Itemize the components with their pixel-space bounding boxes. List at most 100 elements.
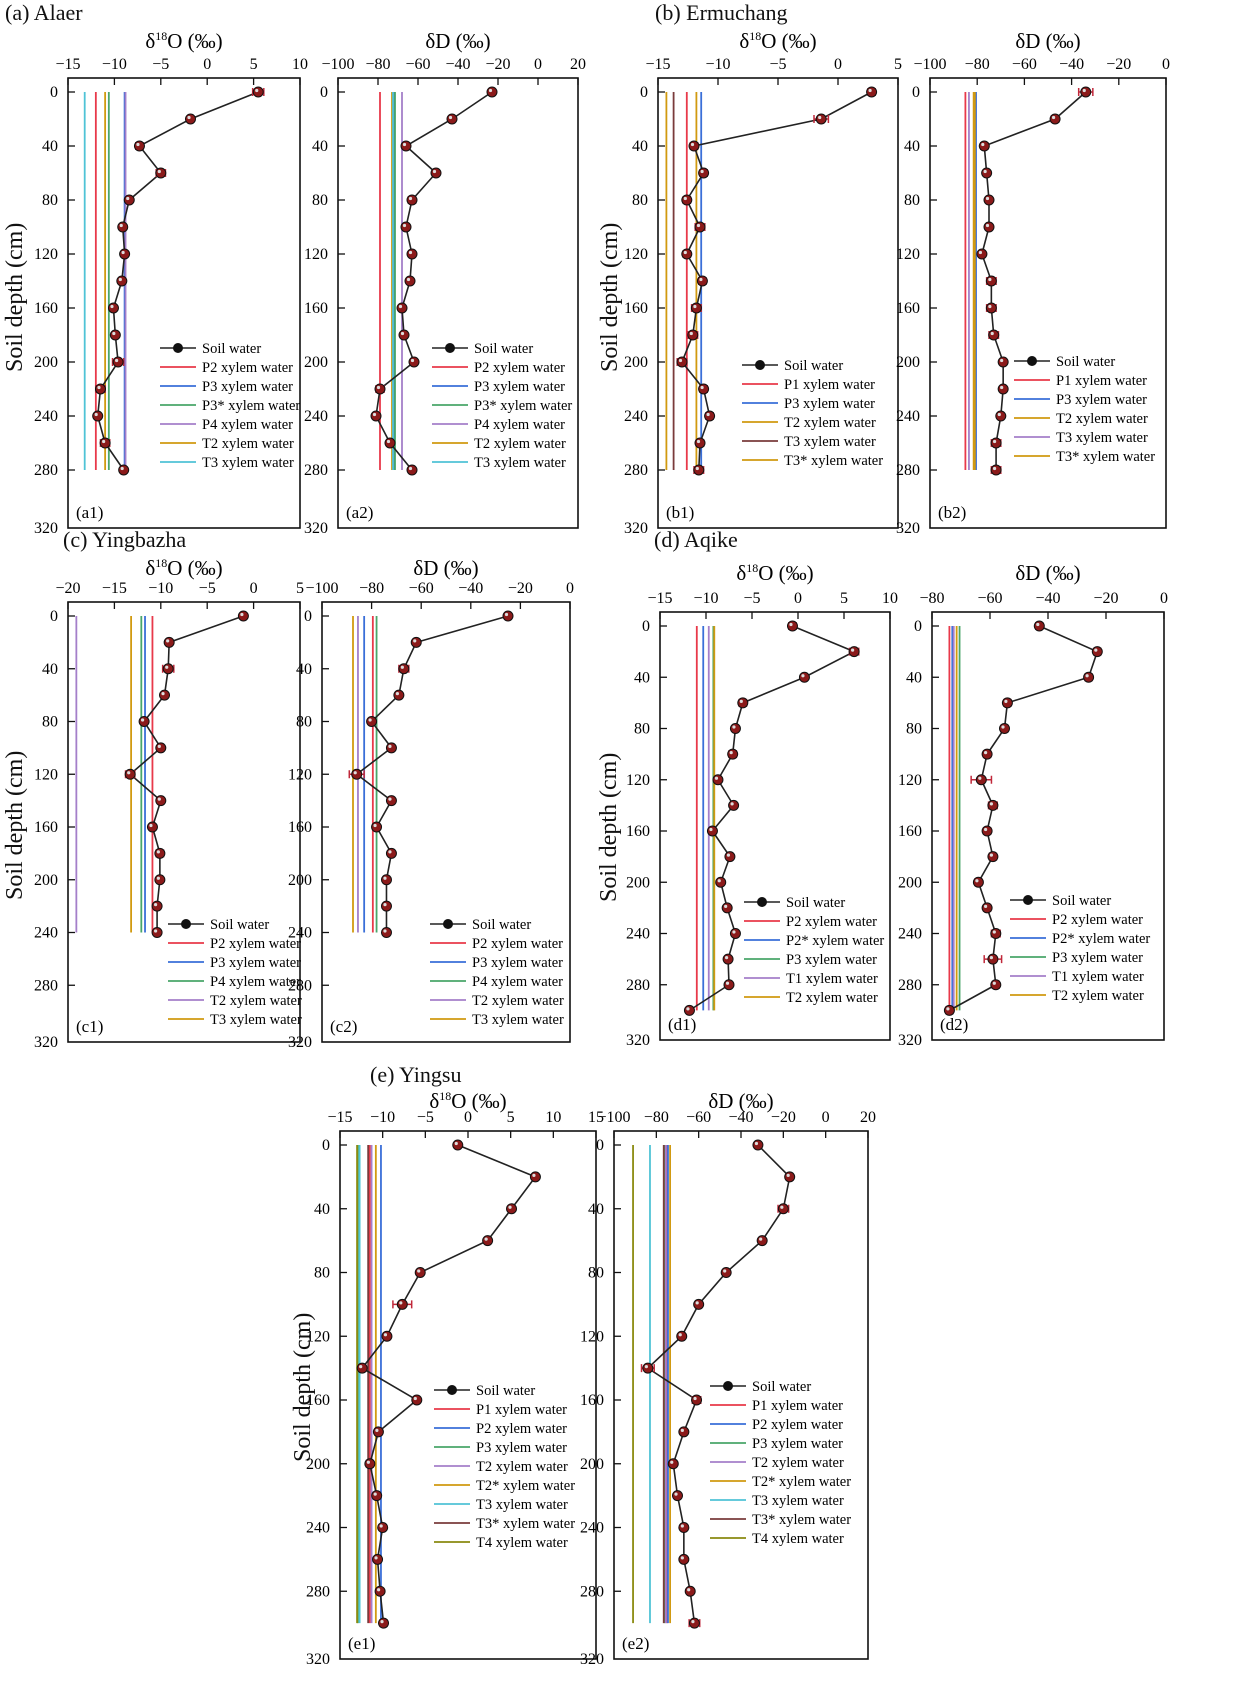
y-tick-label: 240	[896, 408, 920, 425]
marker-highlight	[488, 88, 493, 93]
soil-water-point	[990, 928, 1002, 939]
soil-water-point	[698, 383, 710, 395]
soil-water-point	[983, 221, 995, 233]
y-tick-label: 320	[626, 1032, 650, 1049]
marker-highlight	[110, 304, 114, 309]
legend-label: P3* xylem water	[202, 398, 300, 414]
y-tick-label: 280	[898, 977, 922, 994]
soil-water-point	[406, 248, 418, 260]
soil-water-point	[119, 248, 131, 260]
soil-water-point	[377, 1522, 389, 1533]
soil-water-point	[693, 464, 705, 476]
soil-water-point	[681, 194, 693, 206]
site-title-a: (a) Alaer	[5, 0, 83, 25]
soil-water-point	[694, 221, 706, 233]
marker-highlight	[759, 1237, 763, 1241]
y-tick-label: 0	[642, 618, 650, 635]
legend-label: T3 xylem water	[474, 455, 566, 471]
x-tick-label: −20	[1093, 590, 1118, 607]
legend: Soil water P2 xylem water P3 xylem water P4…	[430, 917, 564, 1028]
y-tick-label: 200	[306, 1456, 330, 1473]
legend-label: T4 xylem water	[476, 1535, 568, 1551]
soil-water-point	[848, 646, 860, 658]
x-tick-label: −10	[693, 590, 718, 607]
legend-label: P4 xylem water	[472, 974, 563, 990]
marker-highlight	[388, 850, 392, 854]
panel-e2: δD (‰)−100 −80 −60 −40 −20 0 20040801201602002…	[580, 1089, 876, 1668]
soil-water-point	[729, 928, 741, 939]
marker-highlight	[532, 1173, 536, 1177]
y-tick-label: 120	[34, 766, 58, 783]
legend-label: Soil water	[202, 341, 261, 357]
soil-water-point	[676, 356, 688, 368]
marker-highlight	[695, 466, 699, 471]
axis-title: δ18O (‰)	[736, 561, 813, 585]
marker-highlight	[680, 1524, 684, 1528]
x-tick-label: −100	[305, 580, 338, 597]
legend-label: P4 xylem water	[202, 417, 293, 433]
panel-label: (b2)	[938, 503, 966, 522]
y-tick-label: 160	[34, 300, 58, 317]
panel-label: (c2)	[330, 1017, 357, 1036]
soil-water-point	[374, 1585, 386, 1597]
x-tick-label: 0	[1162, 56, 1170, 73]
soil-water-point	[406, 194, 418, 206]
y-tick-label: 0	[912, 84, 920, 101]
legend-marker	[181, 919, 191, 929]
soil-water-point	[786, 620, 798, 632]
y-tick-label: 200	[624, 354, 648, 371]
soil-water-point	[385, 847, 397, 859]
soil-water-point	[92, 410, 104, 422]
x-tick-label: −5	[743, 590, 760, 607]
marker-highlight	[157, 744, 161, 748]
y-tick-label: 160	[34, 819, 58, 836]
legend-label: Soil water	[752, 1379, 811, 1395]
marker-highlight	[153, 903, 158, 907]
soil-water-point	[237, 610, 249, 622]
soil-water-line	[689, 625, 857, 1012]
marker-highlight	[375, 1428, 379, 1432]
marker-highlight	[386, 439, 391, 444]
legend-marker	[755, 360, 765, 370]
x-tick-label: −40	[1035, 590, 1060, 607]
marker-highlight	[695, 1301, 699, 1305]
marker-highlight	[400, 331, 405, 336]
soil-water-point	[720, 1267, 732, 1278]
soil-water-point	[404, 275, 416, 287]
marker-highlight	[120, 466, 124, 471]
marker-highlight	[140, 718, 145, 722]
legend-label: Soil water	[472, 917, 531, 933]
soil-water-point	[410, 636, 422, 648]
x-tick-label: 0	[1160, 590, 1168, 607]
marker-highlight	[127, 771, 131, 775]
marker-highlight	[149, 823, 153, 828]
marker-highlight	[786, 1173, 790, 1177]
soil-water-point	[372, 1426, 384, 1438]
panel-label: (a1)	[76, 503, 103, 522]
y-tick-label: 320	[896, 520, 920, 537]
y-tick-label: 120	[580, 1328, 604, 1345]
legend-label: T2 xylem water	[1052, 988, 1144, 1004]
y-tick-label: 80	[634, 721, 650, 738]
y-tick-label: 240	[288, 925, 312, 942]
marker-highlight	[780, 1205, 784, 1209]
marker-highlight	[724, 956, 729, 960]
y-tick-label: 80	[312, 192, 328, 209]
legend-label: T3* xylem water	[784, 453, 883, 469]
x-tick-label: 0	[534, 56, 542, 73]
marker-highlight	[136, 142, 140, 147]
y-tick-label: 40	[632, 138, 648, 155]
y-tick-label: 120	[626, 772, 650, 789]
marker-highlight	[678, 358, 683, 363]
marker-highlight	[984, 827, 988, 832]
x-tick-label: 5	[507, 1109, 515, 1126]
x-tick-label: −15	[645, 56, 670, 73]
marker-highlight	[417, 1269, 421, 1273]
soil-water-point	[995, 410, 1007, 422]
soil-water-point	[155, 795, 167, 807]
legend: Soil water P2 xylem water P2* xylem water P…	[744, 895, 884, 1006]
legend: Soil water P2 xylem water P3 xylem water P3…	[432, 341, 572, 471]
axis-title: δ18O (‰)	[739, 29, 816, 53]
soil-water-point	[693, 1298, 705, 1310]
y-tick-label: 320	[288, 1034, 312, 1051]
